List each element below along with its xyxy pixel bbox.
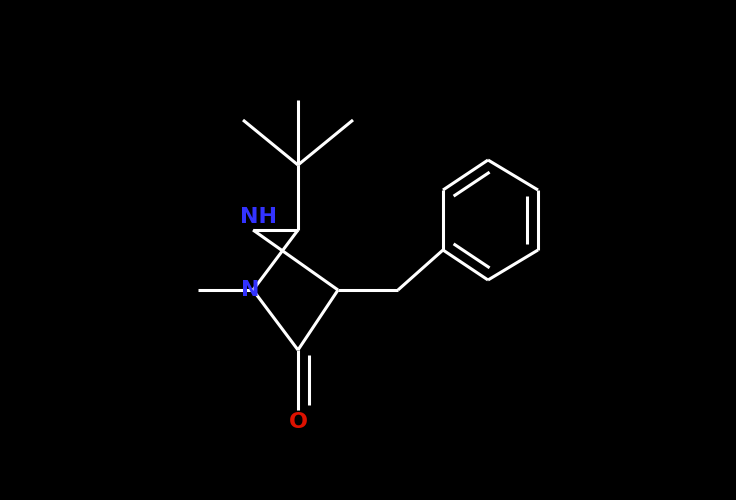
Text: NH: NH: [239, 208, 277, 228]
Text: O: O: [289, 412, 308, 432]
Text: N: N: [241, 280, 260, 300]
